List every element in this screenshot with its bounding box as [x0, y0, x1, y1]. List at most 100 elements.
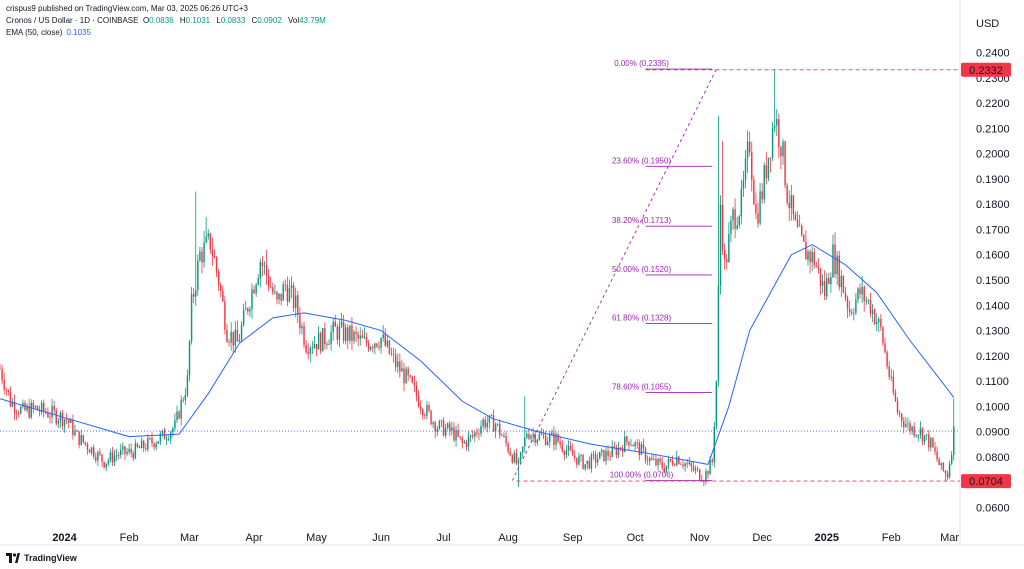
candle-body — [736, 225, 738, 229]
candle-body — [61, 412, 64, 426]
candle-body — [255, 284, 257, 294]
tradingview-footer[interactable]: TradingView — [6, 553, 77, 563]
candle-body — [763, 164, 765, 200]
candle-body — [136, 443, 139, 448]
candle-body — [934, 447, 936, 452]
candle-body — [646, 460, 649, 462]
candle-body — [18, 413, 20, 414]
candle-body — [482, 419, 484, 427]
candle-body — [172, 428, 174, 433]
symbol-name[interactable]: Cronos / US Dollar · 1D · COINBASE — [6, 16, 139, 25]
candle-body — [696, 468, 699, 470]
candle-body — [272, 287, 274, 293]
candle-body — [561, 444, 563, 452]
candle-body — [521, 446, 524, 453]
candle-body — [101, 454, 103, 462]
candle-body — [43, 402, 45, 412]
candle-body — [919, 428, 922, 436]
candle-body — [90, 447, 93, 453]
ema-legend[interactable]: EMA (50, close) 0.1035 — [6, 27, 330, 39]
candle-body — [422, 409, 424, 416]
candle-body — [678, 456, 680, 465]
candle-body — [532, 433, 534, 436]
candle-body — [925, 434, 928, 436]
candle-body — [390, 353, 393, 355]
x-tick-label: 2024 — [52, 532, 77, 544]
candle-body — [374, 343, 376, 349]
candle-body — [369, 346, 372, 350]
candle-body — [261, 262, 264, 266]
candle-body — [786, 185, 788, 204]
candle-body — [347, 327, 349, 341]
candle-body — [117, 454, 120, 456]
candle-body — [534, 433, 536, 443]
candle-body — [811, 251, 813, 263]
candle-body — [617, 447, 620, 456]
fib-level-label: 61.80% (0.1328) — [612, 313, 671, 322]
candle-body — [115, 454, 118, 456]
candle-body — [488, 415, 491, 423]
candle-body — [798, 225, 801, 227]
candle-body — [717, 285, 720, 382]
fib-level-label: 23.60% (0.1950) — [612, 156, 671, 165]
candle-body — [609, 456, 611, 457]
candle-body — [496, 423, 499, 425]
candle-body — [67, 419, 70, 423]
candle-body — [753, 179, 755, 205]
candle-body — [351, 325, 353, 341]
candle-body — [130, 448, 132, 453]
y-tick-label: 0.0900 — [976, 427, 1010, 439]
candle-body — [3, 380, 5, 390]
candle-body — [551, 432, 553, 435]
x-tick-label: Jun — [372, 532, 390, 544]
candle-body — [900, 413, 903, 422]
candle-body — [157, 441, 159, 444]
candle-body — [180, 399, 182, 419]
candle-body — [676, 456, 678, 466]
candle-body — [776, 119, 778, 126]
candle-body — [234, 329, 237, 346]
candle-body — [694, 468, 697, 471]
tradingview-logo-icon — [6, 553, 20, 563]
candle-body — [417, 396, 420, 407]
candle-body — [890, 376, 893, 378]
candle-body — [174, 420, 176, 429]
candle-body — [430, 410, 432, 425]
candle-body — [244, 308, 247, 310]
candle-body — [665, 465, 668, 472]
candle-body — [0, 368, 1, 370]
candle-body — [767, 157, 770, 179]
candle-body — [511, 455, 514, 463]
candle-body — [801, 225, 803, 235]
candle-body — [213, 255, 216, 258]
x-tick-label: Mar — [180, 532, 199, 544]
candle-body — [640, 444, 643, 456]
candle-body — [728, 234, 730, 262]
candle-body — [465, 441, 468, 447]
candle-body — [190, 293, 193, 342]
candle-body — [680, 464, 682, 465]
candle-body — [359, 335, 361, 339]
candle-body — [342, 322, 345, 341]
candle-body — [544, 435, 547, 445]
candle-body — [853, 312, 855, 314]
candle-body — [913, 426, 915, 436]
candle-body — [278, 293, 280, 300]
candle-body — [513, 452, 516, 463]
candle-body — [580, 455, 582, 457]
candle-body — [182, 399, 184, 401]
candle-body — [207, 233, 209, 237]
candle-body — [759, 191, 761, 224]
candle-body — [921, 428, 924, 442]
currency-label[interactable]: USD — [976, 18, 999, 30]
candle-body — [38, 410, 41, 412]
candle-body — [936, 451, 938, 460]
candle-body — [474, 432, 476, 437]
candle-body — [501, 435, 503, 437]
x-tick-label: 2025 — [814, 532, 838, 544]
candle-body — [757, 213, 759, 224]
x-tick-label: Feb — [882, 532, 901, 544]
x-tick-label: Sep — [563, 532, 583, 544]
candle-body — [517, 460, 520, 464]
